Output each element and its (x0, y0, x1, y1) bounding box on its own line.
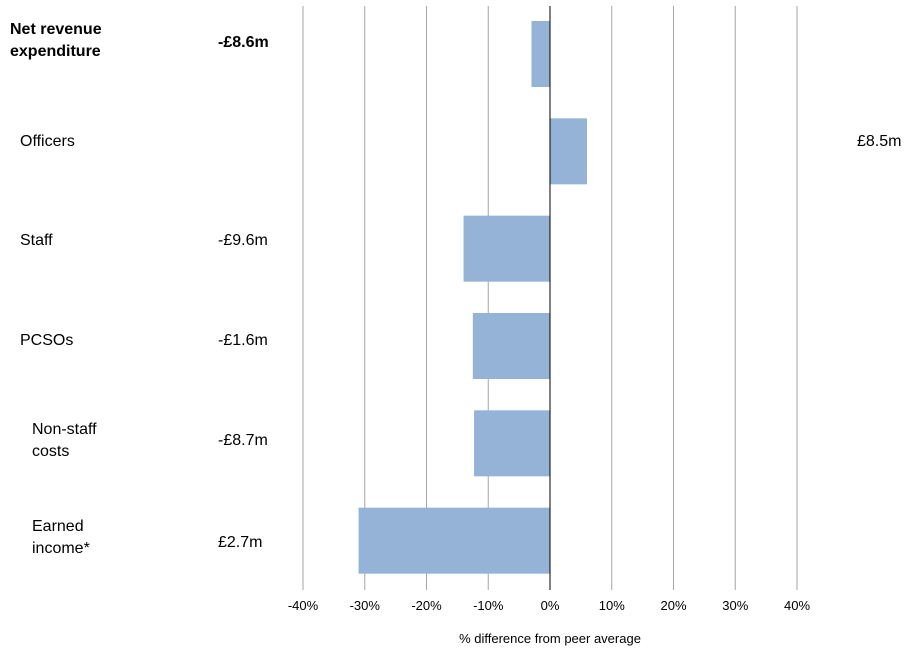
category-label: Earned income* (32, 516, 90, 560)
category-label-line: Officers (20, 133, 75, 150)
bar (358, 507, 550, 574)
value-label: -£9.6m (218, 232, 268, 249)
category-label-line: income* (32, 540, 90, 557)
value-label: £8.5m (857, 133, 902, 150)
x-tick-label: -20% (411, 598, 442, 613)
category-label: PCSOs (20, 330, 73, 352)
x-tick-label: 40% (784, 598, 810, 613)
value-label: £2.7m (218, 534, 263, 551)
gridlines (302, 6, 798, 590)
category-label: Staff (20, 230, 53, 252)
x-tick-label: -30% (350, 598, 381, 613)
bars (358, 21, 588, 574)
category-label-line: Non-staff (32, 421, 97, 438)
x-tick-label: 20% (660, 598, 686, 613)
category-label: Officers (20, 131, 75, 153)
x-axis-title: % difference from peer average (459, 631, 641, 646)
x-tick-labels: -40% -30% -20% -10% 0% 10% 20% 30% 40% (288, 598, 811, 613)
value-label: -£1.6m (218, 332, 268, 349)
x-tick-label: 30% (722, 598, 748, 613)
category-label: Non-staff costs (32, 419, 97, 463)
category-label-line: Staff (20, 232, 53, 249)
x-tick-label: -10% (473, 598, 504, 613)
value-label: -£8.6m (218, 34, 269, 51)
bar (531, 21, 550, 87)
category-label-line: Net revenue (10, 21, 102, 38)
x-tick-label: 10% (599, 598, 625, 613)
x-tick-label: -40% (288, 598, 319, 613)
category-label-line: costs (32, 443, 70, 460)
category-label-line: expenditure (10, 43, 101, 60)
category-label-line: Earned (32, 518, 84, 535)
bar (474, 410, 550, 477)
value-label: -£8.7m (218, 432, 268, 449)
category-label-line: PCSOs (20, 332, 74, 349)
x-tick-label: 0% (541, 598, 560, 613)
bar (463, 215, 550, 282)
bar (472, 313, 550, 379)
category-label: Net revenue expenditure (10, 19, 102, 63)
bar (550, 118, 588, 185)
